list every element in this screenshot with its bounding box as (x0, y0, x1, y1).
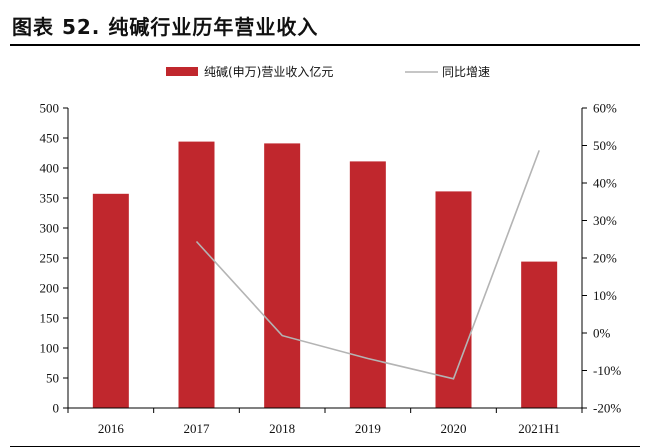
figure-title: 图表 52. 纯碱行业历年营业收入 (12, 15, 319, 39)
left-tick-label: 350 (40, 191, 60, 206)
left-tick-label: 400 (40, 161, 60, 176)
revenue-bar (521, 261, 558, 408)
x-tick-label: 2019 (355, 421, 381, 436)
growth-series (195, 150, 540, 380)
right-tick-label: 40% (593, 176, 617, 191)
revenue-bar (178, 141, 215, 408)
left-tick-label: 300 (40, 221, 60, 236)
x-tick-label: 2016 (98, 421, 125, 436)
revenue-bar (435, 191, 472, 408)
revenue-bar (92, 193, 129, 408)
x-axis-ticks: 2016 2017 2018 2019 2020 2021H1 (67, 408, 583, 436)
right-tick-label: 30% (593, 213, 617, 228)
title-rule (10, 44, 640, 46)
revenue-bar (264, 143, 301, 408)
right-tick-label: 10% (593, 288, 617, 303)
left-tick-label: 250 (40, 251, 60, 266)
left-tick-label: 450 (40, 131, 60, 146)
left-tick-label: 150 (40, 311, 60, 326)
left-tick-label: 500 (40, 101, 60, 116)
right-tick-label: -10% (593, 363, 621, 378)
x-tick-label: 2017 (184, 421, 211, 436)
growth-line (195, 150, 540, 380)
right-tick-label: 0% (593, 326, 611, 341)
x-tick-label: 2020 (441, 421, 467, 436)
x-tick-label: 2021H1 (518, 421, 560, 436)
legend: 纯碱(申万)营业收入亿元 同比增速 (166, 64, 490, 79)
right-axis-ticks: -20% -10% 0% 10% 20% 30% 40% 50% 60% (582, 101, 621, 416)
right-tick-label: 50% (593, 138, 617, 153)
left-tick-label: 100 (40, 341, 60, 356)
bottom-rule (10, 446, 640, 447)
revenue-bar (349, 161, 386, 408)
left-axis-ticks: 0 50 100 150 200 250 300 350 400 450 500 (40, 101, 68, 416)
right-tick-label: -20% (593, 401, 621, 416)
legend-swatch-revenue (166, 67, 198, 76)
right-tick-label: 20% (593, 251, 617, 266)
axes (67, 108, 583, 409)
left-tick-label: 0 (53, 401, 60, 416)
left-tick-label: 50 (46, 371, 59, 386)
legend-label-growth: 同比增速 (442, 65, 490, 79)
right-tick-label: 60% (593, 101, 617, 116)
legend-label-revenue: 纯碱(申万)营业收入亿元 (204, 64, 333, 79)
x-tick-label: 2018 (269, 421, 295, 436)
revenue-bars (92, 141, 558, 408)
left-tick-label: 200 (40, 281, 60, 296)
